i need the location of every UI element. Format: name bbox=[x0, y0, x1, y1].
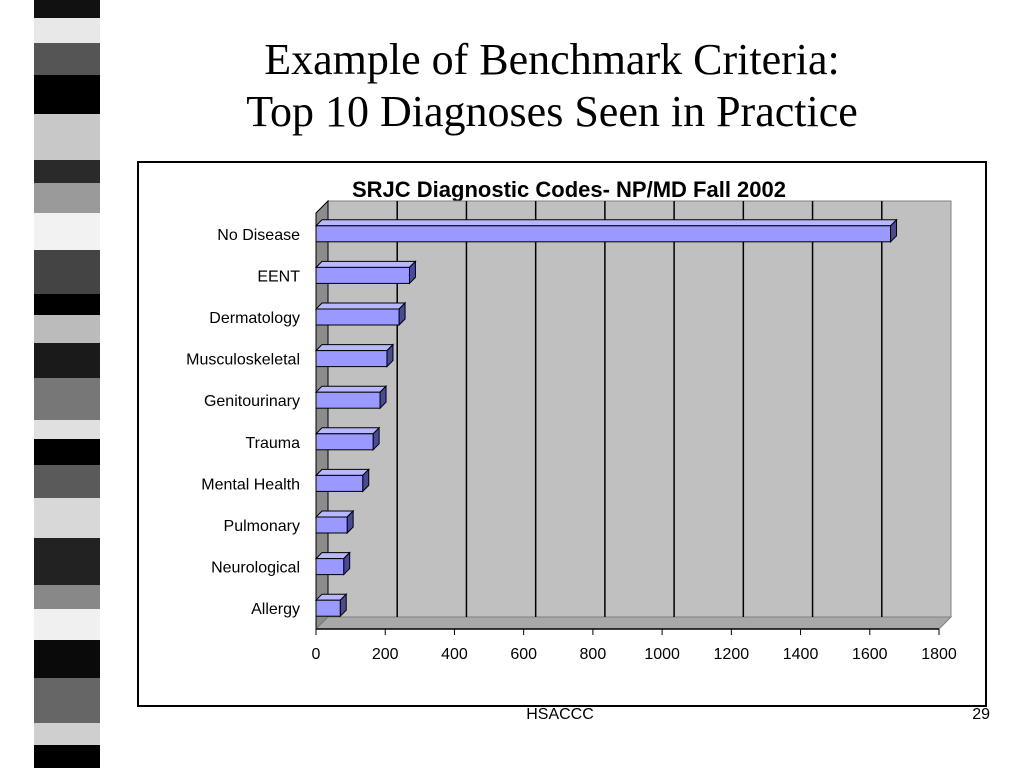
chart-frame: SRJC Diagnostic Codes- NP/MD Fall 2002 No… bbox=[137, 161, 987, 707]
chart-title: SRJC Diagnostic Codes- NP/MD Fall 2002 bbox=[352, 177, 786, 202]
bar bbox=[314, 592, 348, 618]
strip-block bbox=[34, 465, 100, 498]
bar-chart: SRJC Diagnostic Codes- NP/MD Fall 2002 No… bbox=[186, 177, 957, 663]
bar bbox=[314, 384, 388, 410]
bar-face bbox=[315, 391, 381, 409]
category-label: Allergy bbox=[251, 601, 300, 618]
strip-block bbox=[34, 678, 100, 723]
strip-block bbox=[34, 343, 100, 378]
strip-block bbox=[34, 250, 100, 294]
bar-face bbox=[315, 308, 400, 326]
category-label: No Disease bbox=[217, 227, 300, 244]
strip-block bbox=[34, 183, 100, 213]
strip-block bbox=[34, 538, 100, 585]
strip-block bbox=[34, 378, 100, 420]
strip-block bbox=[34, 0, 100, 18]
bar bbox=[314, 343, 395, 368]
x-tick-label: 1800 bbox=[921, 646, 957, 663]
bar-top bbox=[314, 302, 407, 310]
strip-right-margin bbox=[100, 0, 118, 768]
x-tick-label: 0 bbox=[312, 646, 321, 663]
strip-left-margin bbox=[0, 0, 34, 768]
slide-title-line-2: Top 10 Diagnoses Seen in Practice bbox=[246, 87, 858, 136]
strip-block bbox=[34, 640, 100, 678]
bar-top bbox=[314, 344, 395, 352]
bar-top bbox=[314, 468, 370, 476]
decorative-side-strip bbox=[0, 0, 118, 768]
bar-face bbox=[315, 599, 341, 617]
bar bbox=[314, 426, 381, 452]
footer-text: HSACCC bbox=[526, 706, 594, 723]
bar-top bbox=[314, 385, 388, 393]
plot-back-wall bbox=[327, 200, 952, 618]
bar-top bbox=[314, 260, 417, 268]
category-label: Trauma bbox=[245, 435, 300, 452]
x-tick-label: 600 bbox=[510, 646, 537, 663]
strip-block bbox=[34, 294, 100, 315]
bar bbox=[314, 551, 351, 576]
strip-block bbox=[34, 43, 100, 75]
bar-face bbox=[315, 266, 410, 284]
category-label: Neurological bbox=[211, 560, 300, 577]
bar bbox=[314, 468, 370, 493]
slide-title: Example of Benchmark Criteria: Top 10 Di… bbox=[120, 34, 984, 138]
category-label: Musculoskeletal bbox=[186, 352, 300, 369]
x-tick-label: 800 bbox=[580, 646, 607, 663]
strip-block bbox=[34, 18, 100, 43]
strip-block bbox=[34, 439, 100, 465]
bar-top bbox=[314, 427, 381, 435]
strip-block bbox=[34, 420, 100, 439]
slide-title-line-1: Example of Benchmark Criteria: bbox=[264, 35, 840, 84]
category-label: Dermatology bbox=[209, 310, 300, 327]
bar bbox=[314, 301, 407, 327]
strip-block bbox=[34, 160, 100, 183]
bar bbox=[314, 509, 355, 535]
category-label: EENT bbox=[257, 268, 300, 285]
bar-face bbox=[315, 516, 348, 534]
bar bbox=[314, 218, 898, 244]
category-label: Genitourinary bbox=[204, 393, 300, 410]
category-label: Pulmonary bbox=[224, 518, 300, 535]
x-tick-label: 1200 bbox=[714, 646, 750, 663]
strip-block bbox=[34, 213, 100, 250]
bar-face bbox=[315, 433, 374, 451]
bar-face bbox=[315, 350, 388, 368]
x-tick-label: 400 bbox=[441, 646, 468, 663]
x-tick-label: 1000 bbox=[644, 646, 680, 663]
strip-block bbox=[34, 114, 100, 160]
x-tick-label: 1400 bbox=[783, 646, 819, 663]
bar-face bbox=[315, 558, 345, 576]
strip-block bbox=[34, 745, 100, 768]
strip-block bbox=[34, 498, 100, 538]
strip-block bbox=[34, 585, 100, 609]
page-number: 29 bbox=[972, 706, 990, 723]
category-label: Mental Health bbox=[201, 476, 300, 493]
strip-block bbox=[34, 609, 100, 640]
bar bbox=[314, 260, 417, 285]
strip-block bbox=[34, 75, 100, 114]
strip-block bbox=[34, 315, 100, 343]
strip-block bbox=[34, 723, 100, 745]
x-tick-label: 200 bbox=[372, 646, 399, 663]
plot-floor bbox=[314, 616, 953, 630]
x-tick-label: 1600 bbox=[852, 646, 888, 663]
bar-top bbox=[314, 219, 898, 227]
bar-face bbox=[315, 474, 364, 492]
bar-face bbox=[315, 225, 892, 243]
